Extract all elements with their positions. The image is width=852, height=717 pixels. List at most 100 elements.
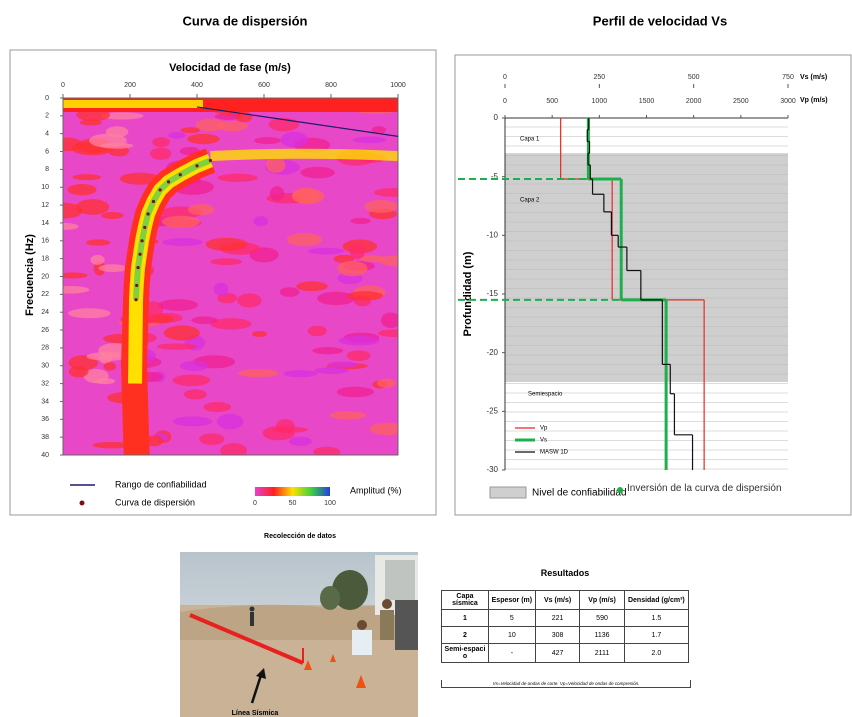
- heat-cell: [337, 261, 367, 276]
- legend-label: MASW 1D: [540, 450, 569, 456]
- y-tick-label: 6: [45, 148, 49, 155]
- y-tick-label: -30: [486, 465, 498, 474]
- table-title: Resultados: [440, 568, 690, 578]
- dispersion-point: [136, 266, 139, 269]
- vs-tick-label: 750: [782, 74, 794, 81]
- legend-label: Vs: [540, 438, 547, 444]
- vs-tick-label: 500: [688, 74, 700, 81]
- heat-cell: [73, 174, 101, 180]
- heat-cell: [238, 369, 279, 377]
- heat-cell: [377, 379, 396, 388]
- heat-tail: [210, 154, 398, 156]
- cell: 10: [488, 627, 535, 644]
- vs-axis-label: Vs (m/s): [800, 74, 827, 81]
- y-tick-label: 8: [45, 166, 49, 173]
- heat-cell: [364, 200, 397, 213]
- heat-cell: [173, 374, 210, 386]
- x-tick-label: 1000: [390, 82, 406, 89]
- heat-cell: [313, 447, 340, 457]
- cell: 1.5: [624, 610, 688, 627]
- y-tick-label: 20: [41, 273, 49, 280]
- vp-tick-label: 1000: [592, 98, 608, 105]
- heat-cell: [203, 402, 231, 412]
- vp-tick-label: 2000: [686, 98, 702, 105]
- heat-cell: [337, 387, 374, 398]
- header-cell: Espesor (m): [488, 591, 535, 610]
- y-axis-label: Frecuencia (Hz): [24, 234, 36, 316]
- heatmap: [44, 92, 411, 458]
- x-tick-label: 400: [191, 82, 203, 89]
- vp-tick-label: 2500: [733, 98, 749, 105]
- heat-cell: [347, 291, 383, 301]
- heat-cell: [330, 411, 367, 419]
- y-tick-label: 22: [41, 291, 49, 298]
- heat-cell: [374, 188, 411, 197]
- row: 152215901.5: [442, 610, 689, 627]
- photo-label: Línea Sísmica: [232, 710, 279, 717]
- heat-cell: [280, 287, 300, 297]
- heat-cell: [292, 188, 319, 204]
- photo-caption: Recolección de datos: [264, 533, 336, 540]
- dispersion-point: [152, 200, 155, 203]
- header-cell: Capa sísmica: [442, 591, 489, 610]
- heat-cell: [210, 258, 242, 265]
- y-tick-label: 40: [41, 452, 49, 459]
- dispersion-point: [143, 226, 146, 229]
- heat-cell: [150, 147, 172, 159]
- dispersion-point: [135, 284, 138, 287]
- header-cell: Vp (m/s): [580, 591, 624, 610]
- results-table: Capa sísmica Espesor (m) Vs (m/s) Vp (m/…: [441, 590, 689, 663]
- dispersion-title: Velocidad de fase (m/s): [169, 62, 291, 74]
- heat-cell: [252, 331, 267, 337]
- legend-label: Vp: [540, 426, 548, 432]
- y-tick-label: 24: [41, 309, 49, 316]
- vs-tick-label: 0: [503, 74, 507, 81]
- heat-cell: [199, 433, 224, 445]
- heat-cell: [280, 132, 308, 148]
- vp-tick-label: 1500: [639, 98, 655, 105]
- heat-cell: [162, 216, 200, 228]
- heat-cell: [173, 416, 213, 426]
- legend-dot: [80, 501, 85, 506]
- heat-cell: [312, 347, 343, 354]
- colorbar-tick: 50: [289, 500, 297, 507]
- cell: 5: [488, 610, 535, 627]
- heat-cell: [157, 343, 197, 349]
- heat-cell: [191, 316, 217, 324]
- dispersion-point: [140, 239, 143, 242]
- cell: 590: [580, 610, 624, 627]
- heat-cell: [196, 119, 226, 132]
- y-tick-label: -10: [486, 230, 498, 239]
- y-tick-label: 18: [41, 255, 49, 262]
- heat-cell: [254, 137, 281, 144]
- dispersion-point: [209, 159, 212, 162]
- y-tick-label: 38: [41, 434, 49, 441]
- y-tick-label: 34: [41, 398, 49, 405]
- heat-cell: [69, 366, 89, 377]
- row: Semi-espacio-42721112.0: [442, 644, 689, 663]
- heat-cell: [68, 308, 111, 318]
- y-tick-label: 26: [41, 327, 49, 334]
- heat-cell: [283, 370, 317, 377]
- heat-cell: [253, 216, 268, 226]
- heat-cell: [218, 174, 258, 182]
- heat-cell: [220, 443, 247, 458]
- x-tick-label: 0: [61, 82, 65, 89]
- heat-cell: [101, 212, 124, 219]
- y-tick-label: 28: [41, 345, 49, 352]
- cell: 2: [442, 627, 489, 644]
- heat-cell: [378, 329, 412, 337]
- y-tick-label: 12: [41, 202, 49, 209]
- y-tick-label: 16: [41, 238, 49, 245]
- vp-tick-label: 0: [503, 98, 507, 105]
- heat-cell: [262, 426, 294, 440]
- legend-dot: [617, 487, 623, 493]
- vp-tick-label: 500: [546, 98, 558, 105]
- heat-cell: [58, 272, 88, 278]
- header-cell: Vs (m/s): [535, 591, 579, 610]
- confidence-band: [505, 153, 788, 382]
- dispersion-point: [134, 298, 137, 301]
- heat-cell: [180, 361, 208, 371]
- dispersion-point: [159, 188, 162, 191]
- heat-cell: [270, 186, 284, 201]
